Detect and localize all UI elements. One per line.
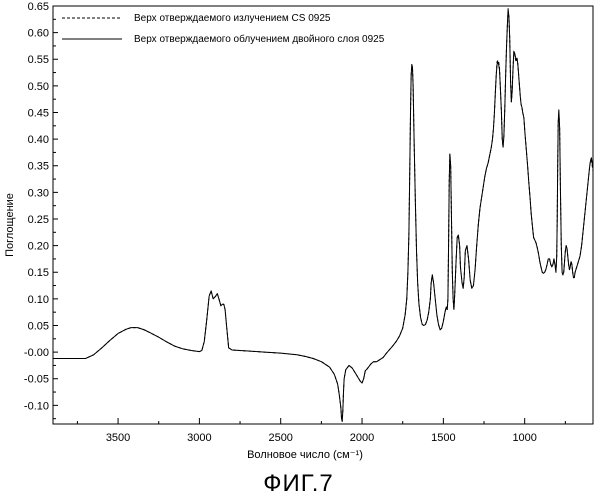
y-tick-label: 0.10 [28, 294, 49, 306]
legend-label-series-2: Верх отверждаемого облучением двойного с… [134, 33, 385, 45]
series-line-2 [53, 9, 593, 422]
series-line-1 [53, 11, 593, 421]
x-axis: 3500 3000 2500 2000 1500 1000 [77, 418, 565, 444]
y-tick-label: 0.15 [28, 267, 49, 279]
y-tick-label: -0.05 [24, 374, 49, 386]
y-tick-label: 0.60 [28, 28, 49, 40]
y-tick-label: 0.40 [28, 134, 49, 146]
x-tick-label: 1500 [431, 432, 455, 444]
x-axis-title: Волновое число (см⁻¹) [247, 449, 363, 461]
x-tick-label: 3500 [106, 432, 130, 444]
series-layer [53, 9, 593, 422]
y-tick-label: -0.00 [24, 347, 49, 359]
y-tick-label: 0.45 [28, 107, 49, 119]
y-tick-label: 0.30 [28, 187, 49, 199]
legend-label-series-1: Верх отверждаемого излучением CS 0925 [134, 13, 331, 24]
x-tick-label: 3000 [187, 432, 211, 444]
y-axis-title: Поглощение [4, 193, 16, 257]
y-tick-label: 0.55 [28, 54, 49, 66]
y-tick-label: 0.65 [28, 1, 49, 13]
plot-frame [53, 6, 593, 424]
y-tick-label: 0.20 [28, 241, 49, 253]
y-tick-label: 0.50 [28, 81, 49, 93]
y-tick-label: 0.05 [28, 320, 49, 332]
y-tick-label: 0.25 [28, 214, 49, 226]
legend: Верх отверждаемого излучением CS 0925 Ве… [62, 13, 385, 45]
y-tick-label: 0.35 [28, 161, 49, 173]
x-tick-label: 2000 [350, 432, 374, 444]
y-tick-label: -0.10 [24, 400, 49, 412]
x-tick-label: 1000 [512, 432, 536, 444]
figure-caption: ФИГ.7 [0, 470, 597, 498]
x-tick-label: 2500 [268, 432, 292, 444]
absorbance-spectrum-chart: 0.65 0.60 0.55 0.50 0.45 0.40 0.35 0.30 0.25 0.20… [0, 0, 597, 470]
